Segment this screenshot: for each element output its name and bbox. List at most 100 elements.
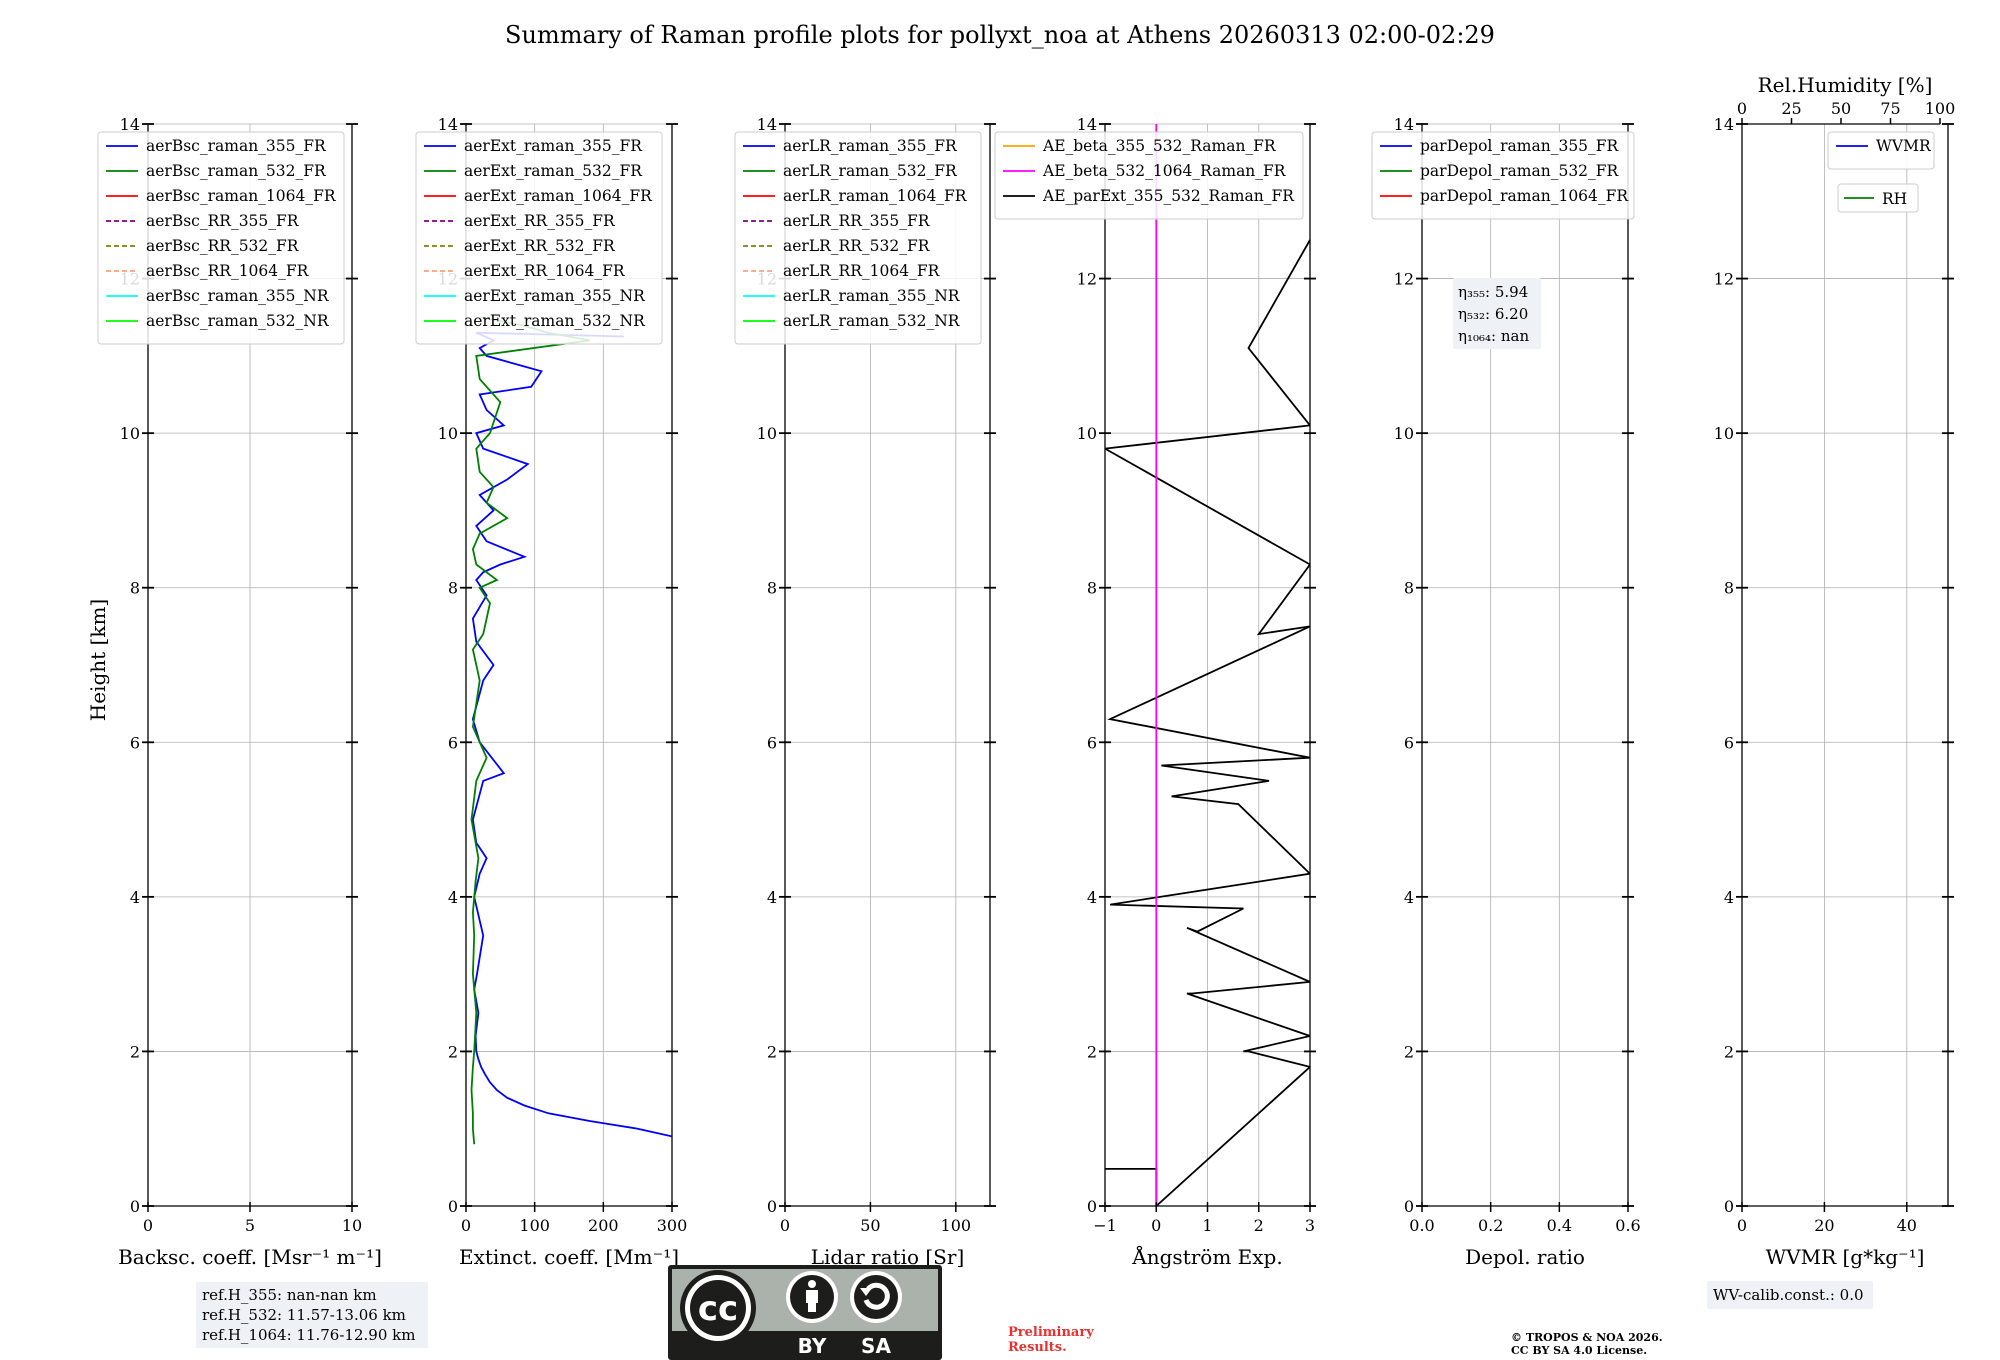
- ref-h-355: ref.H_355: nan-nan km: [202, 1286, 377, 1304]
- share-alike-icon: [850, 1271, 902, 1323]
- y-tick-label: 14: [1077, 115, 1097, 134]
- cc-by-label: BY: [798, 1334, 827, 1358]
- x-tick-label: 100: [519, 1216, 550, 1235]
- legend-frame: [1837, 183, 1919, 213]
- x-tick-label: 200: [588, 1216, 619, 1235]
- cc-by-sa-badge[interactable]: cc BY SA: [668, 1265, 942, 1360]
- y-tick-label: 12: [1714, 270, 1734, 289]
- legend-entry: aerExt_raman_532_FR: [464, 162, 643, 180]
- y-tick-label: 2: [767, 1042, 777, 1061]
- copyright-line1: © TROPOS & NOA 2026.: [1511, 1331, 1663, 1344]
- legend-frame: [994, 131, 1304, 220]
- results-label: Results.: [1008, 1340, 1067, 1355]
- y-tick-label: 10: [1394, 424, 1414, 443]
- legend-frame: [734, 131, 982, 345]
- y-tick-label: 10: [1714, 424, 1734, 443]
- legend-entry: aerExt_raman_355_NR: [464, 287, 646, 305]
- attribution-icon: [786, 1271, 838, 1323]
- y-tick-label: 0: [1724, 1197, 1734, 1216]
- y-tick-label: 14: [1714, 115, 1734, 134]
- series-aerExt_raman_355_FR: [471, 331, 672, 1138]
- x-tick-label: 0.4: [1547, 1216, 1572, 1235]
- y-tick-label: 4: [130, 888, 140, 907]
- y-tick-label: 4: [1087, 888, 1097, 907]
- x-tick-label: 0: [780, 1216, 790, 1235]
- legend: WVMR: [1827, 131, 1935, 170]
- y-tick-label: 14: [120, 115, 140, 134]
- y-tick-label: 6: [767, 733, 777, 752]
- wv-calib-text: WV-calib.const.: 0.0: [1713, 1286, 1864, 1304]
- y-tick-label: 8: [130, 579, 140, 598]
- x-tick-label: 0: [1151, 1216, 1161, 1235]
- y-tick-label: 4: [448, 888, 458, 907]
- top-axis-label: Rel.Humidity [%]: [1758, 73, 1933, 97]
- legend-entry: aerBsc_RR_355_FR: [146, 212, 300, 230]
- y-tick-label: 6: [448, 733, 458, 752]
- svg-text:cc: cc: [698, 1289, 738, 1329]
- legend-entry: aerBsc_raman_355_FR: [146, 137, 327, 155]
- legend-entry: aerLR_raman_355_FR: [783, 137, 958, 155]
- y-tick-label: 10: [120, 424, 140, 443]
- x-tick-label: 5: [245, 1216, 255, 1235]
- legend-entry: aerExt_RR_355_FR: [464, 212, 616, 230]
- y-tick-label: 4: [1724, 888, 1734, 907]
- legend: parDepol_raman_355_FR parDepol_raman_532_…: [1371, 131, 1635, 220]
- legend-entry: aerLR_raman_532_FR: [783, 162, 958, 180]
- legend-entry: aerExt_raman_355_FR: [464, 137, 643, 155]
- ref-h-1064: ref.H_1064: 11.76-12.90 km: [202, 1326, 415, 1344]
- x-axis-label: WVMR [g*kg⁻¹]: [1766, 1245, 1925, 1269]
- y-tick-label: 14: [757, 115, 777, 134]
- y-axis-label: Height [km]: [86, 599, 110, 721]
- legend-entry: aerLR_raman_532_NR: [783, 312, 961, 330]
- legend-entry: aerExt_raman_532_NR: [464, 312, 646, 330]
- x-tick-label: 300: [657, 1216, 688, 1235]
- legend-entry: parDepol_raman_355_FR: [1420, 137, 1620, 155]
- copyright-line2: CC BY SA 4.0 License.: [1511, 1344, 1647, 1357]
- x-tick-label: 0.0: [1409, 1216, 1434, 1235]
- x-tick-label: 2: [1254, 1216, 1264, 1235]
- figure-title: Summary of Raman profile plots for polly…: [505, 21, 1495, 49]
- legend-entry: aerLR_RR_1064_FR: [783, 262, 941, 280]
- legend-frame: [1371, 131, 1635, 220]
- y-tick-label: 12: [1077, 270, 1097, 289]
- y-tick-label: 6: [1087, 733, 1097, 752]
- legend-entry: aerExt_raman_1064_FR: [464, 187, 653, 205]
- series-AE_parExt_355_532_Raman_FR: [1105, 239, 1310, 1206]
- legend: AE_beta_355_532_Raman_FR AE_beta_532_1064…: [994, 131, 1304, 220]
- eta-532: η₅₃₂: 6.20: [1458, 305, 1528, 323]
- y-tick-label: 8: [1724, 579, 1734, 598]
- legend-entry: parDepol_raman_532_FR: [1420, 162, 1620, 180]
- y-tick-label: 6: [1724, 733, 1734, 752]
- top-tick-label: 100: [1925, 99, 1956, 118]
- y-tick-label: 8: [448, 579, 458, 598]
- legend-entry: aerLR_raman_355_NR: [783, 287, 961, 305]
- y-tick-label: 2: [1724, 1042, 1734, 1061]
- panel-depol: 0 2 4 6 8 10 12 14 0.0 0.2 0.4 0.6 Depol. ratio parDe…: [1371, 115, 1641, 1269]
- legend-entry: parDepol_raman_1064_FR: [1420, 187, 1629, 205]
- y-tick-label: 8: [1087, 579, 1097, 598]
- legend-entry: aerExt_RR_532_FR: [464, 237, 616, 255]
- cc-icon: cc: [680, 1270, 756, 1346]
- legend-entry: aerLR_RR_532_FR: [783, 237, 931, 255]
- panel-extinction: 024681012140100200300Extinct. coeff. [Mm…: [415, 115, 688, 1269]
- y-tick-label: 2: [448, 1042, 458, 1061]
- y-tick-label: 14: [438, 115, 458, 134]
- x-axis-label: Depol. ratio: [1465, 1245, 1585, 1269]
- x-tick-label: 0.6: [1615, 1216, 1640, 1235]
- ref-h-532: ref.H_532: 11.57-13.06 km: [202, 1306, 406, 1324]
- legend-entry: aerLR_RR_355_FR: [783, 212, 931, 230]
- y-tick-label: 2: [1087, 1042, 1097, 1061]
- top-tick-label: 50: [1831, 99, 1851, 118]
- legend-frame: [1827, 131, 1935, 170]
- preliminary-label: Preliminary: [1008, 1325, 1094, 1340]
- legend-entry: aerBsc_raman_1064_FR: [146, 187, 337, 205]
- x-axis-label: Backsc. coeff. [Msr⁻¹ m⁻¹]: [118, 1245, 382, 1269]
- y-tick-label: 2: [130, 1042, 140, 1061]
- y-tick-label: 6: [130, 733, 140, 752]
- x-tick-label: 10: [342, 1216, 362, 1235]
- legend-entry: AE_beta_532_1064_Raman_FR: [1042, 162, 1287, 180]
- legend: aerExt_raman_355_FR aerExt_raman_532_FRae…: [415, 131, 663, 345]
- wv-calib-box: WV-calib.const.: 0.0: [1707, 1281, 1873, 1309]
